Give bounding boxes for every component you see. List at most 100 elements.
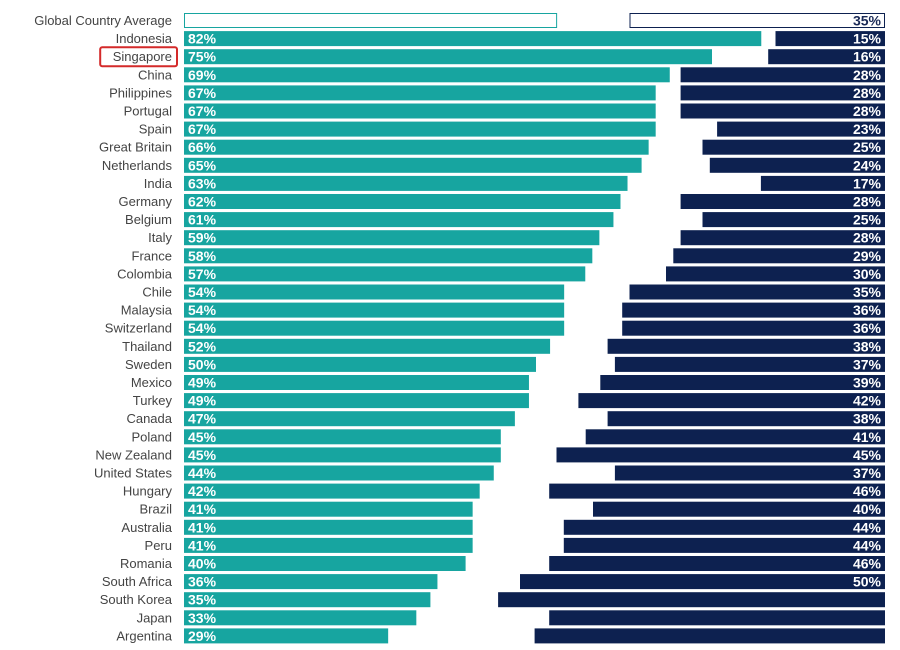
positive-value-label: 47% (188, 411, 217, 427)
category-label: Spain (139, 122, 172, 137)
positive-value-label: 54% (188, 284, 217, 300)
category-label: Brazil (139, 502, 172, 517)
positive-value-label: 54% (188, 320, 217, 336)
category-label: France (132, 248, 172, 263)
category-label: Sweden (125, 357, 172, 372)
negative-value-label: 38% (853, 338, 882, 354)
category-label: Singapore (113, 49, 172, 64)
negative-bar (549, 556, 885, 571)
negative-bar (629, 284, 885, 300)
positive-bar (184, 13, 558, 28)
negative-value-label: 28% (853, 67, 882, 83)
negative-value-label: 35% (853, 13, 882, 29)
category-label: Netherlands (102, 158, 173, 173)
positive-value-label: 44% (188, 465, 217, 481)
positive-value-label: 61% (188, 212, 217, 228)
positive-value-label: 69% (188, 67, 217, 83)
category-label: Portugal (124, 104, 173, 119)
positive-bar (184, 556, 466, 571)
positive-bar (184, 67, 670, 83)
positive-bar (184, 501, 473, 517)
negative-value-label: 41% (853, 429, 882, 445)
category-label: India (144, 176, 173, 191)
positive-value-label: 63% (188, 175, 217, 191)
category-label: Romania (120, 556, 173, 571)
positive-value-label: 36% (188, 574, 217, 590)
negative-value-label: 24% (853, 157, 882, 173)
negative-bar (549, 483, 885, 499)
positive-bar (184, 338, 551, 354)
negative-bar (600, 375, 885, 390)
negative-bar (709, 157, 885, 173)
positive-value-label: 29% (188, 628, 217, 644)
negative-bar (680, 194, 885, 209)
positive-bar (184, 483, 480, 499)
negative-bar (666, 266, 885, 282)
negative-bar (760, 175, 885, 191)
positive-value-label: 49% (188, 393, 217, 409)
negative-bar (593, 501, 885, 517)
negative-value-label: 44% (853, 519, 882, 535)
positive-bar (184, 248, 593, 264)
positive-value-label: 67% (188, 103, 217, 119)
category-label: Belgium (125, 212, 172, 227)
positive-bar (184, 230, 600, 246)
positive-bar (184, 121, 656, 137)
negative-value-label: 44% (853, 537, 882, 553)
negative-value-label: 42% (853, 393, 882, 409)
negative-bar (578, 393, 885, 409)
negative-bar (622, 302, 885, 318)
category-label: Great Britain (99, 140, 172, 155)
chart-rows: Global Country Average 53% 35% Indonesia 82%… (34, 13, 885, 644)
negative-bar (607, 338, 885, 354)
negative-value-label: 25% (853, 139, 882, 155)
category-label: New Zealand (95, 447, 172, 462)
negative-value-label: 28% (853, 103, 882, 119)
negative-value-label: 39% (853, 375, 882, 391)
positive-value-label: 35% (188, 592, 217, 608)
positive-bar (184, 31, 762, 47)
positive-value-label: 41% (188, 501, 217, 517)
negative-value-label: 37% (853, 465, 882, 481)
negative-value-label: 50% (853, 574, 882, 590)
positive-value-label: 42% (188, 483, 217, 499)
positive-value-label: 33% (188, 610, 217, 626)
category-label: Peru (145, 538, 172, 553)
category-label: Colombia (117, 266, 173, 281)
positive-value-label: 58% (188, 248, 217, 264)
negative-value-label: 46% (853, 483, 882, 499)
negative-bar (622, 320, 885, 336)
category-label: South Korea (100, 592, 173, 607)
positive-value-label: 59% (188, 230, 217, 246)
category-label: Hungary (123, 484, 173, 499)
positive-value-label: 45% (188, 447, 217, 463)
positive-bar (184, 628, 389, 644)
negative-bar (520, 574, 885, 590)
positive-value-label: 52% (188, 338, 217, 354)
negative-value-label: 36% (853, 302, 882, 318)
positive-value-label: 54% (188, 302, 217, 318)
positive-value-label: 66% (188, 139, 217, 155)
negative-value-label: 17% (853, 175, 882, 191)
positive-value-label: 40% (188, 556, 217, 572)
positive-bar (184, 592, 431, 608)
category-label: United States (94, 466, 173, 481)
positive-value-label: 67% (188, 121, 217, 137)
category-label: Mexico (131, 375, 172, 390)
negative-value-label: 23% (853, 121, 882, 137)
negative-value-label: 28% (853, 194, 882, 210)
positive-bar (184, 574, 438, 590)
negative-bar (498, 592, 885, 608)
negative-value-label: 30% (853, 266, 882, 282)
positive-value-label: 53% (188, 13, 217, 29)
negative-value-label: 28% (853, 85, 882, 101)
positive-bar (184, 320, 565, 336)
positive-bar (184, 465, 494, 481)
category-label: Turkey (133, 393, 173, 408)
positive-value-label: 65% (188, 157, 217, 173)
positive-bar (184, 266, 586, 282)
negative-bar (680, 103, 885, 119)
negative-bar (702, 212, 885, 228)
negative-value-label: 38% (853, 411, 882, 427)
positive-bar (184, 537, 473, 553)
